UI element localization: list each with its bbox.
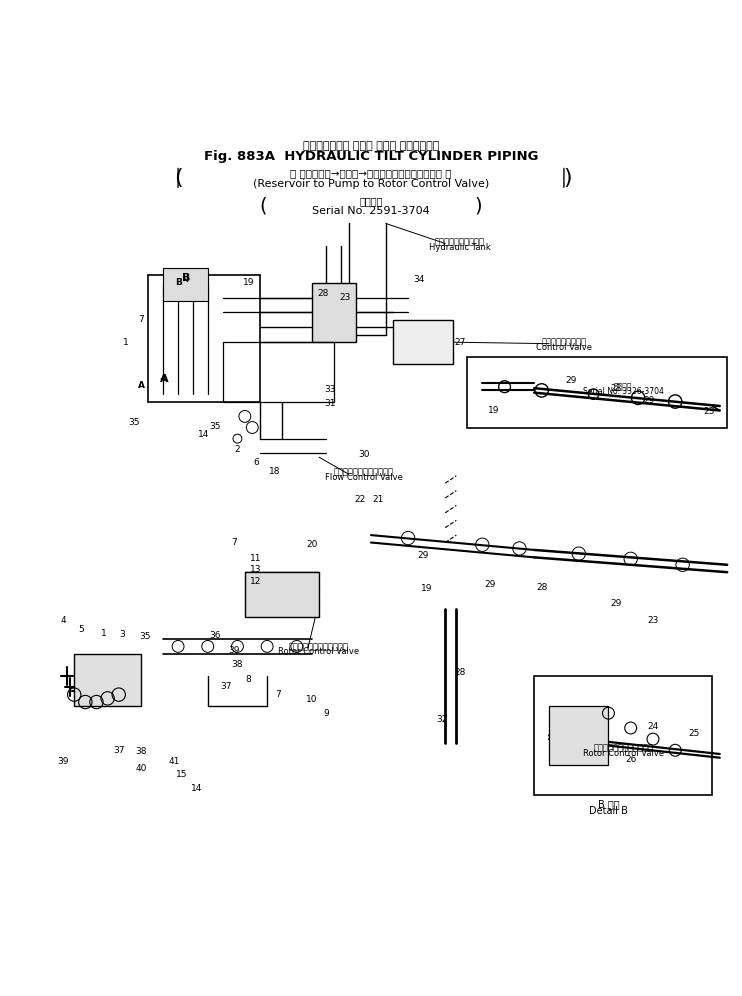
Text: 41: 41 bbox=[168, 757, 180, 766]
Text: 40: 40 bbox=[135, 764, 147, 773]
Text: 24: 24 bbox=[647, 722, 659, 731]
Text: B: B bbox=[182, 273, 190, 283]
Text: フローコントロールバルブ: フローコントロールバルブ bbox=[334, 467, 393, 476]
Text: 39: 39 bbox=[228, 645, 240, 654]
Text: 28: 28 bbox=[317, 290, 329, 299]
Text: Rotor Control Valve: Rotor Control Valve bbox=[278, 647, 360, 656]
Bar bbox=[245, 572, 319, 617]
Text: B: B bbox=[174, 278, 182, 287]
Text: 31: 31 bbox=[324, 398, 336, 407]
Text: 10: 10 bbox=[306, 695, 318, 704]
Text: 20: 20 bbox=[306, 540, 318, 549]
Text: 26: 26 bbox=[625, 755, 637, 764]
Text: 28: 28 bbox=[454, 668, 466, 677]
Text: 29: 29 bbox=[484, 581, 496, 590]
Text: 35: 35 bbox=[128, 417, 139, 427]
Bar bbox=[549, 706, 608, 765]
Text: コントロールバルブ: コントロールバルブ bbox=[542, 338, 586, 347]
Text: 29: 29 bbox=[417, 551, 429, 560]
Text: 4: 4 bbox=[60, 616, 66, 624]
Text: Control Valve: Control Valve bbox=[536, 343, 592, 352]
Text: 21: 21 bbox=[372, 495, 384, 504]
Text: 12: 12 bbox=[250, 577, 262, 586]
Text: Fig. 883A  HYDRAULIC TILT CYLINDER PIPING: Fig. 883A HYDRAULIC TILT CYLINDER PIPING bbox=[204, 150, 538, 163]
Text: 14: 14 bbox=[198, 430, 210, 439]
Text: 30: 30 bbox=[358, 450, 370, 459]
Text: A: A bbox=[160, 374, 168, 383]
Text: 35: 35 bbox=[209, 422, 221, 431]
Text: Serial No. 3326-3704: Serial No. 3326-3704 bbox=[583, 387, 663, 396]
Text: 19: 19 bbox=[421, 584, 433, 593]
Text: 1: 1 bbox=[101, 628, 107, 637]
Text: 19: 19 bbox=[487, 406, 499, 415]
Text: 1: 1 bbox=[123, 338, 129, 347]
Text: Detail B: Detail B bbox=[589, 806, 628, 816]
Text: Serial No. 2591-3704: Serial No. 2591-3704 bbox=[312, 206, 430, 216]
Text: (: ( bbox=[260, 196, 267, 215]
Text: 7: 7 bbox=[138, 316, 144, 325]
Text: 28: 28 bbox=[536, 583, 548, 592]
Bar bbox=[223, 343, 334, 401]
Bar bbox=[74, 653, 141, 706]
Text: 22: 22 bbox=[354, 495, 366, 504]
Text: ): ) bbox=[563, 168, 572, 188]
Text: 37: 37 bbox=[220, 682, 232, 691]
Text: 29: 29 bbox=[565, 376, 577, 385]
Text: 7: 7 bbox=[231, 538, 237, 547]
Text: 36: 36 bbox=[209, 630, 221, 639]
Text: 23: 23 bbox=[339, 293, 351, 302]
Text: 8: 8 bbox=[246, 675, 252, 684]
Text: 38: 38 bbox=[135, 747, 147, 756]
Bar bbox=[393, 320, 453, 365]
Text: 13: 13 bbox=[250, 566, 262, 575]
Text: ロータコントロールバルブ: ロータコントロールバルブ bbox=[594, 744, 653, 753]
Text: Rotor Control Valve: Rotor Control Valve bbox=[582, 749, 664, 758]
Text: 35: 35 bbox=[139, 632, 151, 641]
Text: 39: 39 bbox=[57, 757, 69, 766]
Text: 23: 23 bbox=[703, 406, 715, 415]
Text: 7: 7 bbox=[275, 690, 281, 699]
Text: Flow Control Valve: Flow Control Valve bbox=[325, 473, 402, 482]
Bar bbox=[534, 676, 712, 795]
Text: 11: 11 bbox=[250, 555, 262, 564]
Text: 3: 3 bbox=[119, 630, 125, 639]
Text: 34: 34 bbox=[413, 275, 425, 284]
Text: 2: 2 bbox=[234, 444, 240, 453]
Text: 33: 33 bbox=[324, 385, 336, 394]
Text: 18: 18 bbox=[269, 467, 280, 476]
Text: 28: 28 bbox=[610, 384, 622, 393]
Text: 適用号機: 適用号機 bbox=[359, 196, 383, 206]
Text: 14: 14 bbox=[191, 785, 203, 794]
Text: 27: 27 bbox=[454, 338, 466, 347]
Text: ハイドロリック チルト シリン ダパイピング: ハイドロリック チルト シリン ダパイピング bbox=[303, 141, 439, 151]
Text: 29: 29 bbox=[610, 599, 622, 608]
Text: 29: 29 bbox=[643, 395, 655, 404]
Text: （ リザーバー→ポンプ→ロータコントロールバルブ ）: （ リザーバー→ポンプ→ロータコントロールバルブ ） bbox=[290, 168, 452, 178]
Text: (Reservoir to Pump to Rotor Control Valve): (Reservoir to Pump to Rotor Control Valv… bbox=[253, 179, 489, 189]
Text: 9: 9 bbox=[324, 709, 329, 718]
Text: 適用号機: 適用号機 bbox=[614, 382, 632, 391]
Text: 37: 37 bbox=[113, 746, 125, 755]
Bar bbox=[163, 268, 208, 302]
Text: ): ) bbox=[475, 196, 482, 215]
Text: 6: 6 bbox=[253, 458, 259, 467]
Text: (: ( bbox=[174, 168, 183, 188]
Text: 19: 19 bbox=[243, 278, 255, 287]
Text: ロータコントロールバルブ: ロータコントロールバルブ bbox=[289, 641, 349, 651]
Text: A: A bbox=[137, 380, 145, 389]
Text: 32: 32 bbox=[436, 714, 447, 724]
Text: B 詳細: B 詳細 bbox=[597, 799, 620, 809]
Bar bbox=[312, 283, 356, 343]
Text: 23: 23 bbox=[647, 616, 659, 624]
Text: 15: 15 bbox=[176, 770, 188, 779]
Text: 38: 38 bbox=[232, 660, 243, 669]
Text: 5: 5 bbox=[79, 624, 85, 633]
Bar bbox=[467, 357, 727, 427]
Text: ハイドロリックタンク: ハイドロリックタンク bbox=[435, 237, 485, 246]
Text: 25: 25 bbox=[688, 729, 700, 738]
Text: Hydraulic Tank: Hydraulic Tank bbox=[429, 243, 491, 252]
